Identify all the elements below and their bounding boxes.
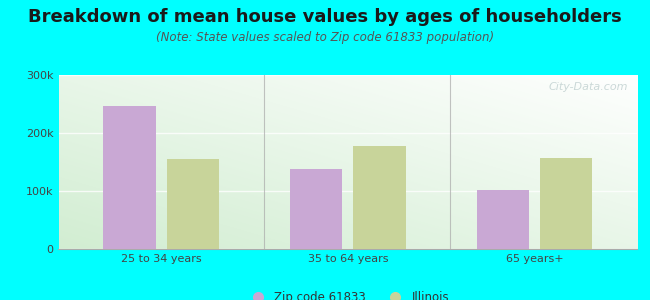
Legend: Zip code 61833, Illinois: Zip code 61833, Illinois — [241, 287, 454, 300]
Bar — [167, 159, 219, 249]
Text: (Note: State values scaled to Zip code 61833 population): (Note: State values scaled to Zip code 6… — [156, 32, 494, 44]
Bar — [354, 146, 406, 249]
Text: Breakdown of mean house values by ages of householders: Breakdown of mean house values by ages o… — [28, 8, 622, 26]
Text: City-Data.com: City-Data.com — [549, 82, 629, 92]
Bar — [540, 158, 592, 249]
Bar — [290, 169, 342, 249]
Bar — [476, 190, 528, 249]
Bar — [103, 106, 155, 249]
